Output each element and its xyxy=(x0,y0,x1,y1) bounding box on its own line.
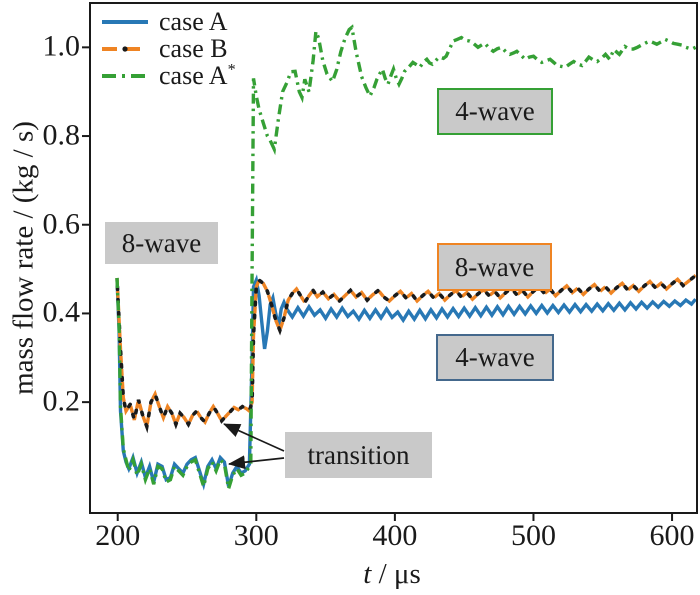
annotation-8-wave: 8-wave xyxy=(437,243,552,291)
legend-line-sample xyxy=(102,74,148,78)
legend-label: case B xyxy=(159,33,228,63)
x-axis-unit: / μs xyxy=(371,558,421,590)
legend-label: case A* xyxy=(159,60,236,90)
annotation-transition: transition xyxy=(285,432,432,478)
legend-item-case-a: case A xyxy=(100,8,236,35)
y-axis-label: mass flow rate / (kg / s) xyxy=(8,121,41,395)
y-tick-label: 0.4 xyxy=(42,295,81,329)
transition-arrow xyxy=(228,455,285,470)
legend-item-case-a-star: case A* xyxy=(100,60,236,90)
y-tick-label: 1.0 xyxy=(42,29,81,63)
legend-label: case A xyxy=(159,6,228,36)
series-case-a xyxy=(115,274,697,491)
x-tick-label: 600 xyxy=(649,519,695,552)
y-tick-label: 0.8 xyxy=(42,118,81,152)
legend-item-case-b: case B xyxy=(100,35,236,62)
series-case-a-star xyxy=(115,24,697,493)
x-tick-label: 200 xyxy=(95,519,141,552)
x-axis-label: t / μs xyxy=(363,558,420,591)
series-case-b-dots xyxy=(115,273,698,434)
x-tick-label: 300 xyxy=(233,519,279,552)
transition-arrow xyxy=(223,423,285,452)
y-tick-label: 0.6 xyxy=(42,207,81,241)
annotation-4-wave: 4-wave xyxy=(437,88,553,135)
x-tick-label: 400 xyxy=(372,519,418,552)
annotation-8-wave: 8-wave xyxy=(105,222,218,264)
annotation-4-wave: 4-wave xyxy=(436,334,554,381)
legend-line-sample xyxy=(102,46,148,52)
legend-line-sample xyxy=(102,20,148,24)
y-tick-label: 0.2 xyxy=(42,384,81,418)
x-tick-label: 500 xyxy=(510,519,556,552)
plot-border xyxy=(89,2,698,514)
y-axis-label-text: mass flow rate / (kg / s) xyxy=(7,121,40,395)
x-axis-variable: t xyxy=(363,558,372,590)
